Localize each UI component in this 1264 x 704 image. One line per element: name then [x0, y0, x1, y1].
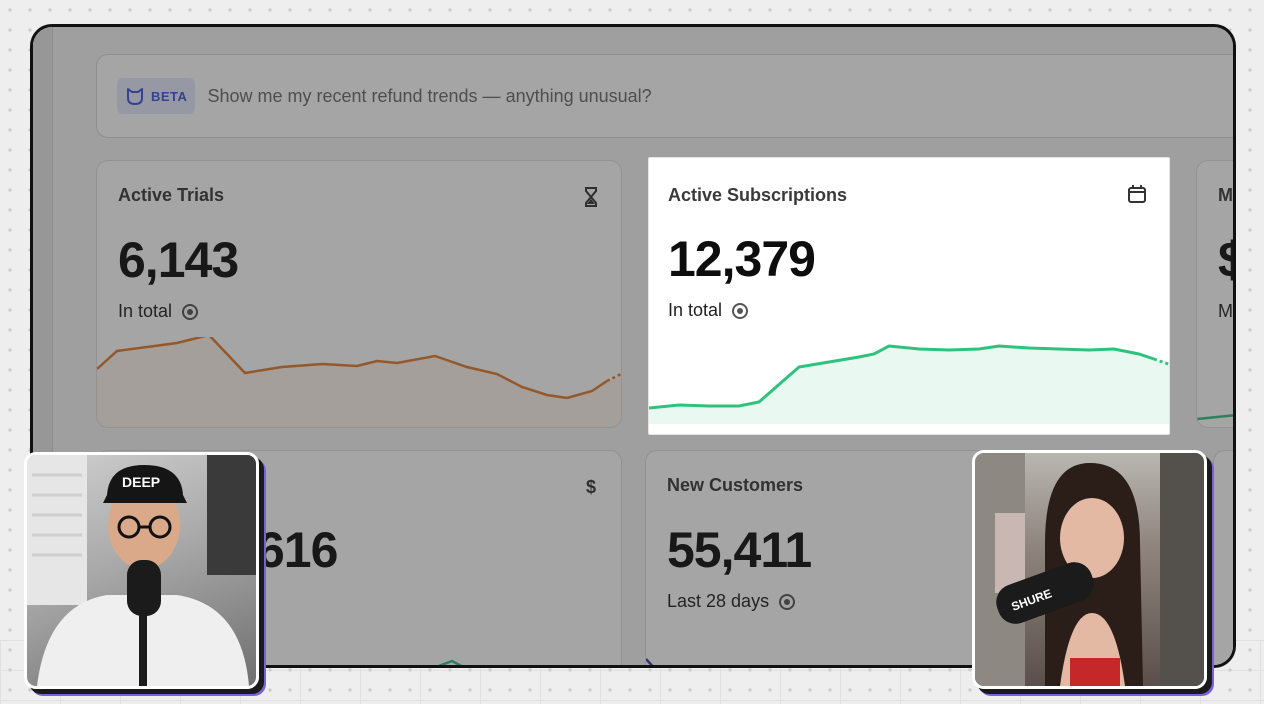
active-subscriptions-card[interactable]: Active Subscriptions 12,379 In total — [648, 157, 1170, 435]
partial-sparkline — [1197, 414, 1233, 421]
ask-input[interactable] — [207, 85, 1008, 107]
card-subtitle: M — [1218, 301, 1233, 321]
customers-sparkline — [646, 658, 654, 665]
card-title: Active Subscriptions — [668, 185, 848, 205]
info-icon[interactable] — [182, 303, 199, 320]
hourglass-icon — [585, 187, 597, 207]
beta-badge: BETA — [117, 78, 196, 114]
info-icon[interactable] — [779, 593, 796, 610]
webcam-left: DEEP — [24, 452, 259, 689]
subtitle-text: Last 28 days — [667, 591, 770, 611]
card-value: 6,143 — [118, 232, 239, 288]
card-title: New Customers — [667, 475, 804, 495]
subscriptions-sparkline — [649, 344, 1169, 424]
person-video-icon: DEEP — [27, 455, 256, 686]
card-subtitle: In total — [668, 300, 749, 321]
beta-label: BETA — [151, 88, 188, 104]
active-trials-card[interactable]: Active Trials 6,143 In total — [96, 160, 622, 428]
card-value: 616 — [257, 522, 338, 578]
dollar-icon: $ — [586, 477, 596, 497]
cat-logo-icon — [127, 88, 143, 105]
card-value: 12,379 — [668, 231, 816, 287]
ask-ai-bar[interactable]: BETA — [96, 54, 1233, 138]
webcam-right: SHURE — [972, 450, 1207, 689]
subtitle-text: In total — [668, 300, 723, 320]
person-video-icon: SHURE — [975, 453, 1204, 686]
cap-text: DEEP — [122, 474, 160, 490]
partial-metric-card[interactable]: M $ M — [1196, 160, 1233, 428]
trials-sparkline — [97, 337, 621, 427]
card-title: M — [1218, 185, 1233, 205]
card-value: $ — [1218, 231, 1233, 289]
card-subtitle: In total — [118, 301, 199, 322]
card-subtitle: Last 28 days — [667, 591, 796, 612]
info-icon[interactable] — [732, 302, 749, 319]
subtitle-text: In total — [118, 301, 173, 321]
card-value: 55,411 — [667, 522, 812, 578]
calendar-icon — [1128, 185, 1146, 203]
card-title: Active Trials — [118, 185, 225, 205]
partial-metric-card[interactable]: A 7 La — [1213, 450, 1233, 665]
svg-text:$: $ — [586, 477, 596, 497]
